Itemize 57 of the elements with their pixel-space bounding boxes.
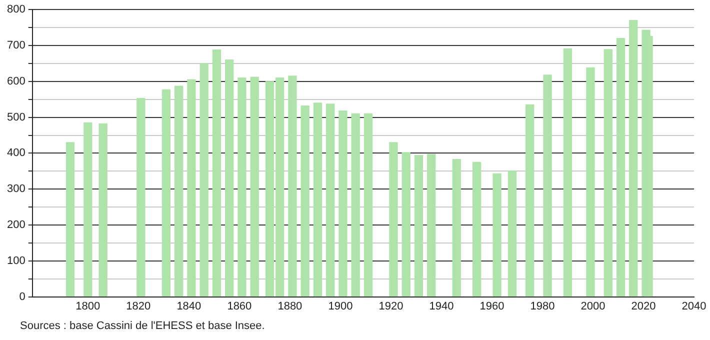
y-tick-label: 200 [6, 219, 26, 232]
bar [616, 38, 626, 297]
bar [200, 63, 208, 297]
bar [563, 48, 572, 297]
y-tick-label: 0 [19, 290, 26, 303]
bar [389, 142, 398, 297]
bar [174, 86, 184, 297]
bar [84, 122, 92, 297]
x-tick-label: 1940 [429, 300, 454, 312]
x-tick-label: 2020 [631, 300, 656, 312]
bar [250, 76, 259, 297]
bar [288, 76, 297, 297]
y-tick-label: 800 [6, 4, 26, 16]
bar [212, 49, 222, 297]
y-tick-label: 700 [6, 40, 26, 52]
x-tick-label: 1900 [328, 300, 353, 312]
source-note: Sources : base Cassini de l'EHESS et base Insee. [20, 320, 265, 332]
bar [492, 173, 502, 297]
x-tick-label: 1820 [126, 300, 151, 312]
bar [136, 98, 146, 297]
bar [66, 142, 75, 297]
bar [238, 77, 246, 297]
y-tick-label: 400 [6, 147, 26, 160]
y-tick-label: 500 [6, 111, 26, 124]
x-tick-label: 1840 [176, 300, 202, 312]
x-tick-label: 2040 [682, 300, 706, 312]
bar [338, 110, 348, 297]
y-tick-label: 100 [6, 254, 26, 267]
bar [313, 102, 322, 297]
x-tick-label: 1980 [530, 300, 555, 312]
x-tick-label: 1860 [227, 300, 252, 312]
y-tick-label: 600 [6, 75, 26, 88]
bar [364, 113, 373, 297]
x-tick-label: 1880 [278, 300, 302, 312]
bar [162, 89, 171, 297]
bar [543, 74, 552, 297]
x-tick-label: 1920 [378, 300, 404, 312]
bar [300, 105, 310, 297]
y-tick-label: 300 [6, 183, 26, 196]
bar [225, 60, 234, 297]
bar [604, 49, 612, 297]
bar [629, 20, 638, 297]
bar [98, 123, 108, 297]
bar [526, 104, 534, 297]
x-tick-label: 1960 [480, 300, 504, 312]
bar [508, 170, 517, 297]
bar [402, 152, 410, 297]
bar [452, 158, 461, 297]
bar [326, 104, 335, 297]
x-tick-label: 1800 [76, 300, 100, 312]
bar [586, 67, 595, 297]
x-tick-label: 2000 [580, 300, 606, 312]
bar [187, 79, 196, 297]
bar [472, 162, 482, 297]
bar [427, 154, 436, 297]
bar [351, 113, 360, 297]
bar [414, 155, 424, 297]
